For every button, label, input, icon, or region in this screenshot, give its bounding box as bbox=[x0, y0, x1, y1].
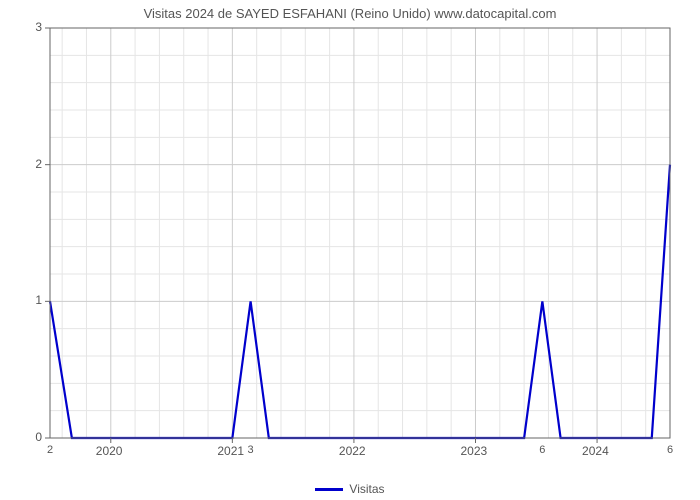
legend: Visitas bbox=[0, 481, 700, 496]
x-tick-label: 2022 bbox=[339, 444, 366, 458]
top-data-label: 6 bbox=[539, 444, 545, 456]
top-data-label: 6 bbox=[667, 444, 673, 456]
x-tick-label: 2023 bbox=[460, 444, 487, 458]
chart-plot-svg bbox=[0, 0, 700, 500]
top-data-label: 2 bbox=[47, 444, 53, 456]
y-tick-label: 3 bbox=[35, 20, 42, 34]
visits-chart: Visitas 2024 de SAYED ESFAHANI (Reino Un… bbox=[0, 0, 700, 500]
x-tick-label: 2024 bbox=[582, 444, 609, 458]
y-tick-label: 2 bbox=[35, 157, 42, 171]
y-tick-label: 1 bbox=[35, 293, 42, 307]
top-data-label: 3 bbox=[248, 444, 254, 456]
legend-label: Visitas bbox=[349, 482, 384, 496]
x-tick-label: 2021 bbox=[217, 444, 244, 458]
legend-swatch bbox=[315, 488, 343, 491]
x-tick-label: 2020 bbox=[96, 444, 123, 458]
y-tick-label: 0 bbox=[35, 430, 42, 444]
